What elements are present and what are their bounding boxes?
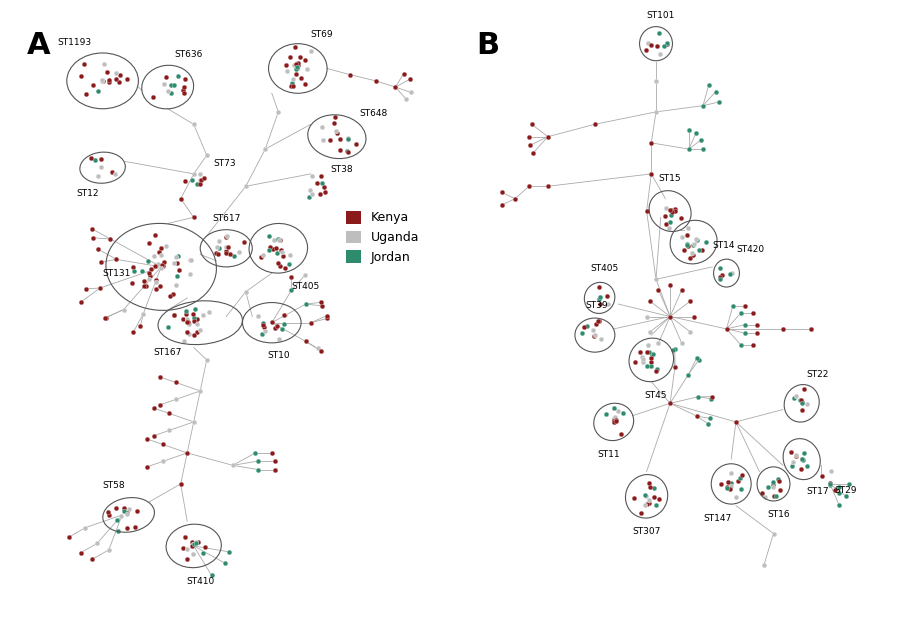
Text: ST648: ST648 — [360, 109, 388, 118]
Text: ST69: ST69 — [310, 30, 334, 39]
Text: ST45: ST45 — [644, 391, 667, 400]
Text: ST1193: ST1193 — [57, 38, 91, 47]
Text: ST405: ST405 — [590, 264, 618, 273]
Text: ST11: ST11 — [598, 450, 620, 459]
Text: ST58: ST58 — [103, 481, 125, 490]
Text: ST167: ST167 — [154, 348, 182, 356]
Text: ST15: ST15 — [659, 174, 681, 183]
Text: ST39: ST39 — [586, 301, 608, 310]
Text: A: A — [26, 31, 50, 60]
Legend: Kenya, Uganda, Jordan: Kenya, Uganda, Jordan — [339, 204, 426, 270]
Text: ST29: ST29 — [834, 486, 857, 494]
Text: ST617: ST617 — [212, 215, 240, 223]
Text: ST10: ST10 — [267, 351, 290, 360]
Text: ST14: ST14 — [713, 241, 735, 249]
Text: ST307: ST307 — [633, 527, 661, 536]
Text: ST38: ST38 — [330, 165, 353, 174]
Text: ST420: ST420 — [736, 246, 764, 254]
Text: ST405: ST405 — [292, 282, 320, 291]
Text: ST22: ST22 — [806, 370, 829, 379]
Text: ST16: ST16 — [767, 510, 789, 519]
Text: ST131: ST131 — [103, 268, 131, 278]
Text: ST17: ST17 — [806, 487, 829, 496]
Text: ST73: ST73 — [213, 159, 236, 168]
Text: ST101: ST101 — [646, 11, 675, 20]
Text: ST636: ST636 — [175, 50, 202, 59]
Text: ST410: ST410 — [186, 577, 214, 586]
Text: B: B — [476, 31, 500, 60]
Text: ST12: ST12 — [76, 189, 99, 198]
Text: ST147: ST147 — [703, 514, 731, 523]
